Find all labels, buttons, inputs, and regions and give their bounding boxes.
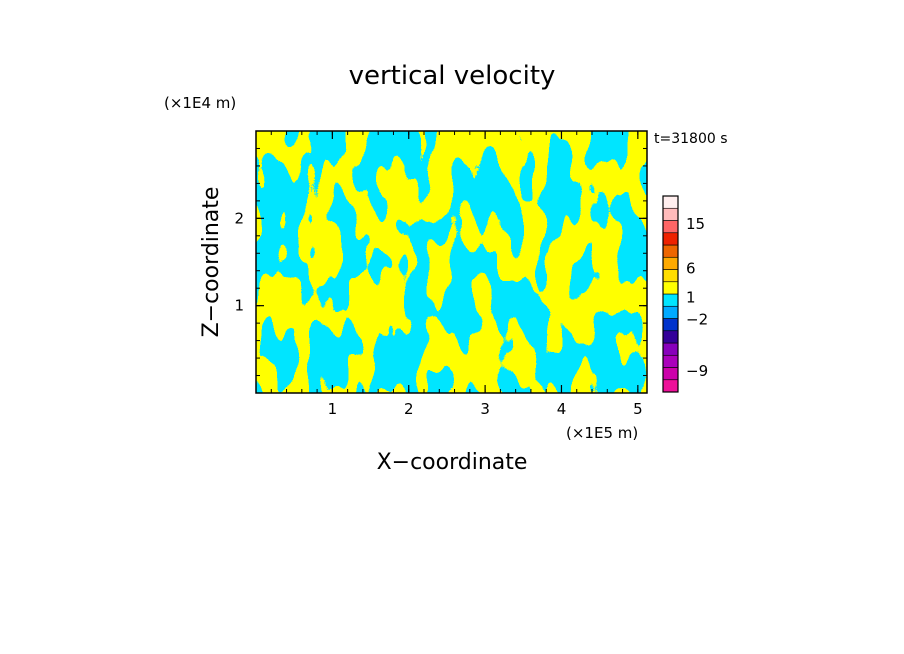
colorbar-swatch [662, 281, 679, 295]
colorbar-label: 15 [686, 215, 705, 233]
plot-frame [255, 130, 648, 394]
x-tick-label: 5 [633, 400, 643, 418]
colorbar-swatch [662, 256, 679, 270]
colorbar-swatch [662, 195, 679, 209]
colorbar-swatch [662, 318, 679, 332]
x-axis-label: X−coordinate [377, 450, 528, 475]
heatmap-field [256, 131, 647, 393]
colorbar-label: 6 [686, 259, 696, 277]
colorbar-swatch [662, 244, 679, 258]
heatmap-positive-field [256, 131, 647, 393]
time-label: t=31800 s [654, 131, 728, 147]
colorbar-labels: −9 −2 1 6 15 [686, 215, 708, 380]
colorbar-label: −2 [686, 311, 708, 329]
chart-title: vertical velocity [349, 61, 556, 91]
x-tick-label: 4 [557, 400, 567, 418]
colorbar-swatch [662, 342, 679, 356]
colorbar-frame [662, 195, 679, 393]
x-tick-label: 2 [404, 400, 414, 418]
colorbar-label: −9 [686, 362, 708, 380]
colorbar-swatch [662, 354, 679, 368]
colorbar-swatch [662, 367, 679, 381]
colorbar-swatch [662, 269, 679, 283]
colorbar-swatch [662, 232, 679, 246]
colorbar-swatch [662, 293, 679, 307]
colorbar [662, 195, 679, 393]
y-unit-label: (×1E4 m) [164, 94, 236, 112]
x-unit-label: (×1E5 m) [566, 424, 638, 442]
x-tick-label: 3 [480, 400, 490, 418]
colorbar-swatch [662, 220, 679, 234]
y-tick-label: 1 [234, 297, 244, 315]
y-tick-label: 2 [234, 209, 244, 227]
colorbar-swatch [662, 305, 679, 319]
y-axis-label: Z−coordinate [199, 187, 224, 338]
colorbar-swatch [662, 330, 679, 344]
colorbar-swatch [662, 379, 679, 393]
x-tick-label: 1 [328, 400, 338, 418]
colorbar-swatch [662, 207, 679, 221]
colorbar-label: 1 [686, 289, 696, 307]
